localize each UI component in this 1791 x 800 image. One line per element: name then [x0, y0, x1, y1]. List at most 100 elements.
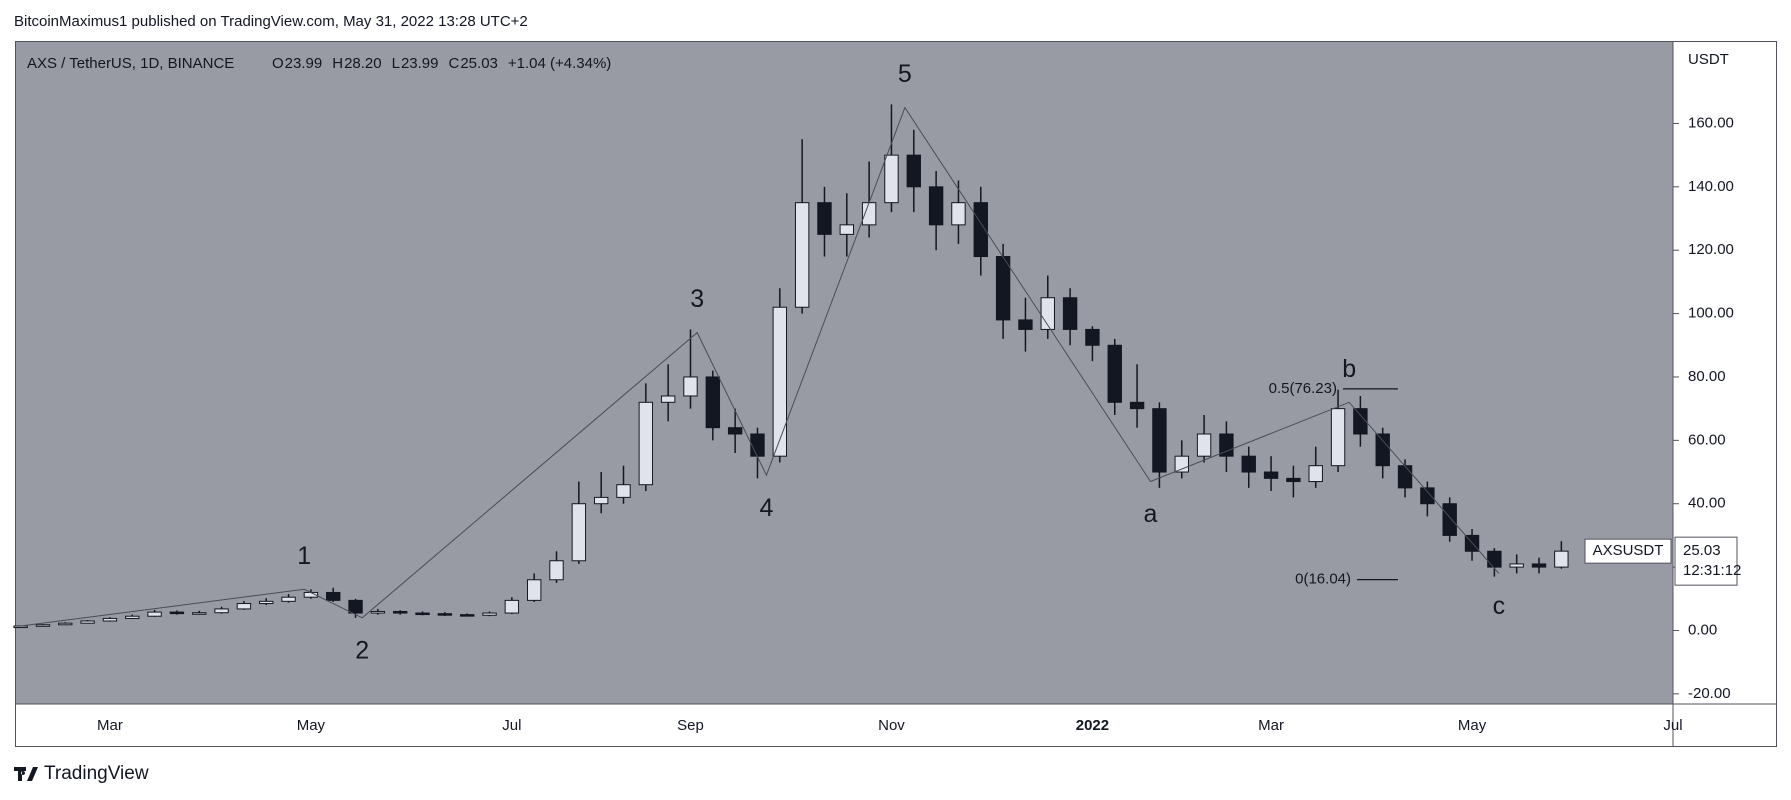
candle-body	[1152, 408, 1167, 473]
x-tick-label: Jul	[502, 717, 521, 734]
ohlc-letter: L	[392, 55, 400, 72]
wave-label: 3	[690, 285, 704, 313]
candle-body	[1241, 455, 1256, 473]
candle-body	[906, 154, 921, 188]
candle-body	[348, 599, 363, 614]
candle-body	[326, 591, 341, 601]
x-tick-label: 2022	[1076, 717, 1109, 734]
candle-body	[727, 427, 743, 435]
candle-body	[1442, 503, 1457, 536]
ohlc-value: 28.20	[344, 55, 382, 72]
candle-body	[638, 401, 654, 486]
candle-body	[192, 612, 207, 615]
candle-body	[214, 608, 229, 614]
candle-body	[1129, 401, 1145, 410]
candle-body	[1263, 471, 1279, 479]
candle-body	[1353, 408, 1368, 435]
x-tick-label: Nov	[878, 717, 905, 734]
symbol-tag: AXSUSDT	[1593, 542, 1664, 559]
candle-body	[169, 611, 185, 615]
candle-body	[1062, 297, 1078, 330]
candle-body	[772, 306, 788, 457]
candle-body	[973, 202, 988, 258]
candle-body	[13, 625, 28, 629]
candle-body	[549, 560, 564, 581]
candle-body	[660, 395, 676, 403]
candle-body	[928, 186, 944, 226]
wave-label: 2	[355, 636, 369, 664]
wave-line	[20, 106, 1500, 627]
candle-body	[236, 603, 252, 610]
ohlc-value: 25.03	[460, 55, 498, 72]
candle-body	[593, 496, 609, 505]
wave-label: 5	[898, 60, 912, 88]
wave-label: 1	[297, 542, 311, 570]
footer-brand: TradingView	[44, 763, 149, 784]
candle-body	[1196, 433, 1212, 457]
candle-body	[459, 614, 475, 617]
candle-body	[393, 610, 408, 614]
candle-body	[526, 579, 542, 601]
wave-label: 4	[759, 494, 773, 522]
candle-body	[1107, 344, 1122, 403]
ohlc-letter: C	[449, 55, 460, 72]
wave-label: a	[1144, 500, 1158, 528]
candle-body	[415, 612, 430, 616]
header-text: BitcoinMaximus1 published on TradingView…	[14, 13, 528, 30]
ohlc-value: 23.99	[285, 55, 323, 72]
plot	[13, 104, 1569, 629]
fib-label: 0.5(76.23)	[1269, 380, 1337, 397]
ohlc-value: 23.99	[401, 55, 439, 72]
candle-body	[504, 599, 520, 614]
candle-body	[80, 620, 95, 624]
y-tick-label: 140.00	[1688, 178, 1734, 195]
candle-body	[995, 256, 1011, 321]
candle-body	[1308, 465, 1323, 483]
candle-body	[683, 376, 698, 397]
ohlc-letter: O	[272, 55, 284, 72]
candle-body	[437, 613, 453, 616]
candle-body	[102, 617, 118, 622]
candle-body	[616, 484, 631, 498]
candle-body	[370, 610, 386, 614]
ohlc-letter: H	[332, 55, 343, 72]
fib-label: 0(16.04)	[1295, 571, 1351, 588]
y-tick-label: 40.00	[1688, 495, 1726, 512]
y-tick-label: 80.00	[1688, 368, 1726, 385]
candle-body	[1040, 297, 1055, 330]
candle-body	[482, 612, 497, 616]
x-tick-label: Jul	[1663, 717, 1682, 734]
wave-label: c	[1493, 592, 1506, 620]
candle-body	[1420, 487, 1435, 505]
candle-body	[817, 202, 832, 235]
candle-body	[1509, 563, 1524, 568]
candle-body	[125, 615, 140, 619]
price-tag-value: 25.03	[1683, 542, 1721, 559]
candle-body	[1018, 319, 1033, 330]
price-tag-box	[1674, 536, 1738, 586]
candle-body	[35, 624, 51, 627]
candle-body	[1219, 433, 1234, 457]
candle-body	[1286, 477, 1301, 483]
y-tick-label: 60.00	[1688, 431, 1726, 448]
candle-body	[1174, 455, 1189, 473]
y-tick-label: 100.00	[1688, 305, 1734, 322]
y-tick-label: 160.00	[1688, 114, 1734, 131]
symbol-title: AXS / TetherUS, 1D, BINANCE	[27, 55, 234, 72]
candle-body	[794, 202, 810, 308]
candle-body	[259, 600, 274, 605]
logo-mark	[14, 767, 38, 781]
y-axis-label: USDT	[1688, 51, 1729, 68]
candle-body	[951, 202, 966, 226]
plot-area	[16, 42, 1673, 704]
x-tick-label: Mar	[97, 717, 123, 734]
x-tick-label: May	[1458, 717, 1487, 734]
y-tick-label: 0.00	[1688, 621, 1717, 638]
candle-body	[884, 154, 899, 204]
candle-body	[147, 611, 162, 617]
candle-body	[750, 433, 765, 457]
candle-body	[571, 503, 587, 562]
footer-logo	[14, 767, 38, 781]
candle-body	[839, 224, 854, 235]
x-tick-label: May	[297, 717, 326, 734]
